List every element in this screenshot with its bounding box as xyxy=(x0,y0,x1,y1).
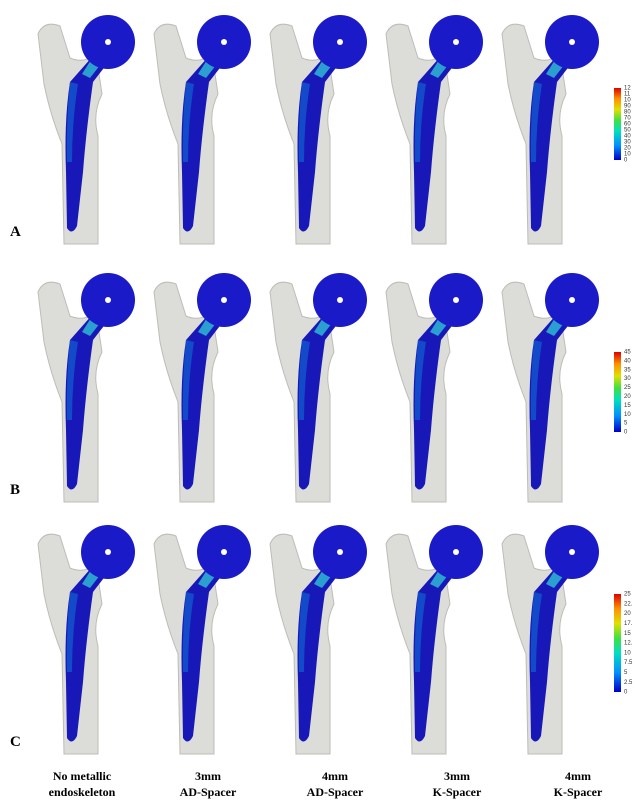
column-label: 4mm xyxy=(322,769,348,783)
implant-model xyxy=(270,15,367,244)
scale-label: 0 xyxy=(624,158,628,164)
figure: A1211109080706050403020100B4540353025201… xyxy=(0,0,635,800)
scale-label: 10 xyxy=(624,650,631,656)
color-bar xyxy=(614,88,621,160)
scale-label: 15 xyxy=(624,631,631,637)
column-label: 4mm xyxy=(565,769,591,783)
column-label: No metallic xyxy=(53,769,112,783)
scale-label: 40 xyxy=(624,358,631,364)
implant-model xyxy=(386,15,483,244)
column-label: K-Spacer xyxy=(433,785,482,799)
implant-model xyxy=(154,15,251,244)
scale-label: 22. xyxy=(624,601,633,607)
scale-label: 20 xyxy=(624,394,631,400)
color-bar xyxy=(614,352,621,432)
scale-label: 25 xyxy=(624,592,631,598)
column-label: 3mm xyxy=(444,769,470,783)
implant-model xyxy=(38,15,135,244)
scale-label: 17. xyxy=(624,621,633,627)
scale-label: 35 xyxy=(624,367,631,373)
panel-label: C xyxy=(10,734,21,750)
scale-label: 2.5 xyxy=(624,680,633,686)
column-label: AD-Spacer xyxy=(307,785,364,799)
implant-model xyxy=(38,525,135,754)
color-bar xyxy=(614,594,621,692)
panel-label: B xyxy=(10,482,20,498)
scale-label: 30 xyxy=(624,376,631,382)
column-label: endoskeleton xyxy=(49,785,116,799)
scale-label: 20 xyxy=(624,611,631,617)
implant-model xyxy=(154,273,251,502)
scale-label: 0 xyxy=(624,690,628,696)
scale-label: 7.5 xyxy=(624,660,633,666)
scale-label: 15 xyxy=(624,403,631,409)
implant-model xyxy=(386,525,483,754)
implant-model xyxy=(502,273,599,502)
scale-label: 5 xyxy=(624,421,628,427)
column-label: AD-Spacer xyxy=(180,785,237,799)
scale-label: 10 xyxy=(624,412,631,418)
scale-label: 5 xyxy=(624,670,628,676)
scale-label: 45 xyxy=(624,350,631,356)
implant-model xyxy=(502,525,599,754)
panel-label: A xyxy=(10,224,21,240)
scale-label: 0 xyxy=(624,430,628,436)
implant-model xyxy=(270,525,367,754)
implant-model xyxy=(502,15,599,244)
column-label: 3mm xyxy=(195,769,221,783)
implant-model xyxy=(386,273,483,502)
column-label: K-Spacer xyxy=(554,785,603,799)
implant-model xyxy=(154,525,251,754)
implant-model xyxy=(270,273,367,502)
implant-model xyxy=(38,273,135,502)
scale-label: 25 xyxy=(624,385,631,391)
scale-label: 12. xyxy=(624,641,633,647)
